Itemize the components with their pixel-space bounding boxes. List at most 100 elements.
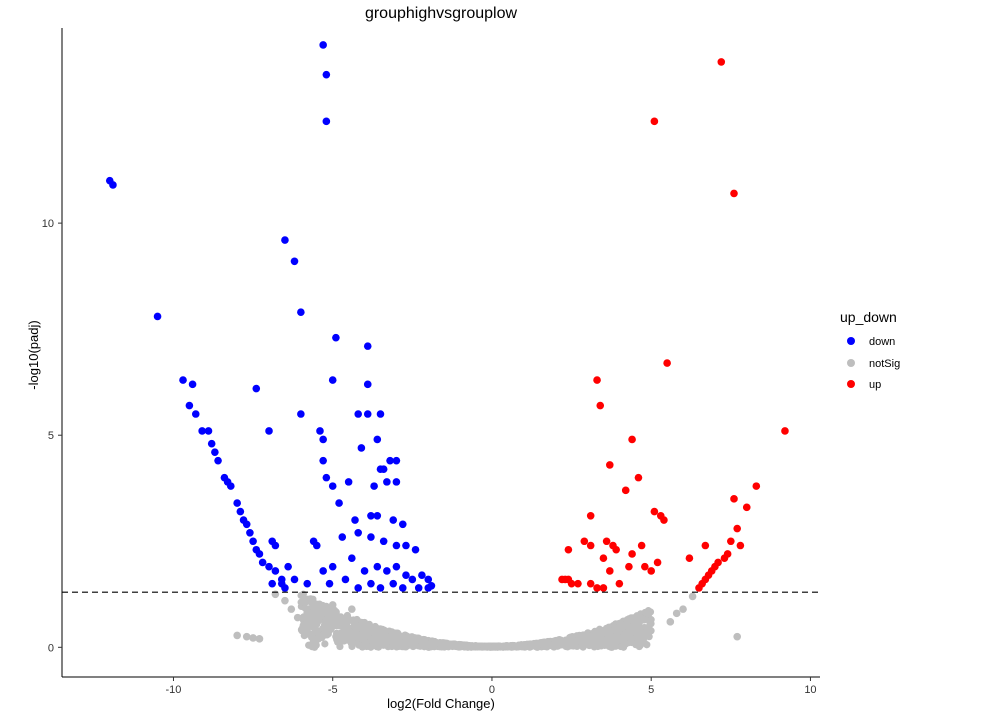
down-point [389, 516, 398, 524]
y-tick-label: 10 [42, 218, 54, 230]
notsig-point [314, 635, 322, 643]
notsig-point [431, 639, 440, 647]
down-point [198, 427, 206, 435]
notsig-point [666, 618, 675, 626]
down-point [325, 579, 334, 588]
notsig-point [555, 637, 563, 645]
down-point [335, 499, 343, 507]
notsig-point [688, 592, 697, 601]
down-point [341, 575, 350, 584]
down-point [265, 562, 273, 571]
down-point [386, 456, 394, 465]
y-tick-label: 0 [48, 642, 54, 654]
notsig-point [600, 629, 608, 637]
up-point [580, 537, 589, 546]
notsig-point [305, 609, 313, 617]
down-point [109, 181, 117, 189]
down-point [316, 427, 324, 435]
down-point [373, 435, 382, 444]
notsig-point [418, 639, 427, 647]
x-tick-label: 10 [804, 684, 816, 696]
down-point [357, 444, 366, 452]
down-point [392, 562, 401, 571]
notsig-point [375, 641, 383, 649]
notsig-point [491, 642, 499, 650]
down-point [322, 117, 331, 126]
down-point [367, 533, 375, 541]
down-point [354, 528, 362, 537]
up-point [599, 584, 608, 592]
down-point [402, 571, 410, 579]
notsig-point [355, 641, 363, 649]
y-tick-label: 5 [48, 430, 54, 442]
x-tick-label: 0 [489, 684, 495, 696]
down-point [207, 439, 216, 448]
up-point [663, 359, 671, 367]
notsig-point [249, 634, 257, 642]
notsig-point [504, 642, 512, 650]
notsig-point [321, 629, 329, 637]
down-point [383, 567, 391, 575]
up-point [625, 562, 633, 571]
notsig-point [301, 604, 309, 612]
notsig-point [315, 613, 323, 621]
down-point [312, 541, 321, 550]
notsig-point [473, 642, 481, 650]
down-point [303, 579, 312, 588]
notsig-point [319, 602, 327, 610]
y-axis-title: -log10(padj) [26, 320, 41, 389]
notsig-point [647, 616, 655, 624]
notsig-point [613, 637, 622, 645]
down-point [281, 236, 289, 244]
down-point [348, 554, 356, 563]
notsig-point [593, 633, 602, 641]
notsig-point [679, 605, 687, 613]
notsig-point [645, 622, 653, 631]
notsig-point [358, 634, 366, 643]
notsig-point [605, 642, 613, 651]
notsig-point [379, 632, 387, 640]
down-point [367, 579, 375, 588]
down-point [376, 584, 385, 592]
down-point [373, 562, 382, 571]
down-point [319, 567, 327, 575]
down-point [373, 512, 382, 520]
notsig-point [321, 640, 329, 648]
down-point [328, 376, 337, 384]
notsig-point [304, 628, 312, 636]
down-point [319, 456, 327, 465]
notsig-point [627, 614, 635, 622]
down-point [392, 541, 401, 550]
down-point [338, 533, 347, 541]
down-point [249, 537, 257, 546]
down-point [252, 384, 261, 393]
down-point [265, 427, 273, 435]
notsig-point [353, 615, 361, 624]
notsig-point [335, 613, 343, 622]
legend-key-up [847, 380, 855, 388]
down-point [322, 70, 331, 79]
up-point [599, 554, 608, 563]
down-point [268, 579, 277, 588]
down-point [379, 465, 388, 473]
notsig-point [233, 631, 241, 640]
up-point [730, 495, 738, 503]
down-point [424, 575, 433, 584]
down-point [360, 567, 369, 575]
notsig-point [293, 613, 302, 622]
notsig-point [640, 634, 648, 642]
notsig-point [568, 634, 576, 642]
up-point [596, 401, 605, 410]
notsig-point [439, 639, 447, 647]
notsig-point [348, 630, 357, 638]
up-point [647, 567, 656, 575]
down-point [246, 528, 254, 537]
down-point [354, 410, 362, 418]
notsig-point [287, 605, 296, 613]
notsig-point [303, 618, 312, 626]
notsig-point [342, 620, 350, 628]
points-layer [105, 41, 789, 643]
notsig-point [348, 605, 356, 613]
up-point [653, 558, 662, 567]
down-point [367, 512, 375, 520]
